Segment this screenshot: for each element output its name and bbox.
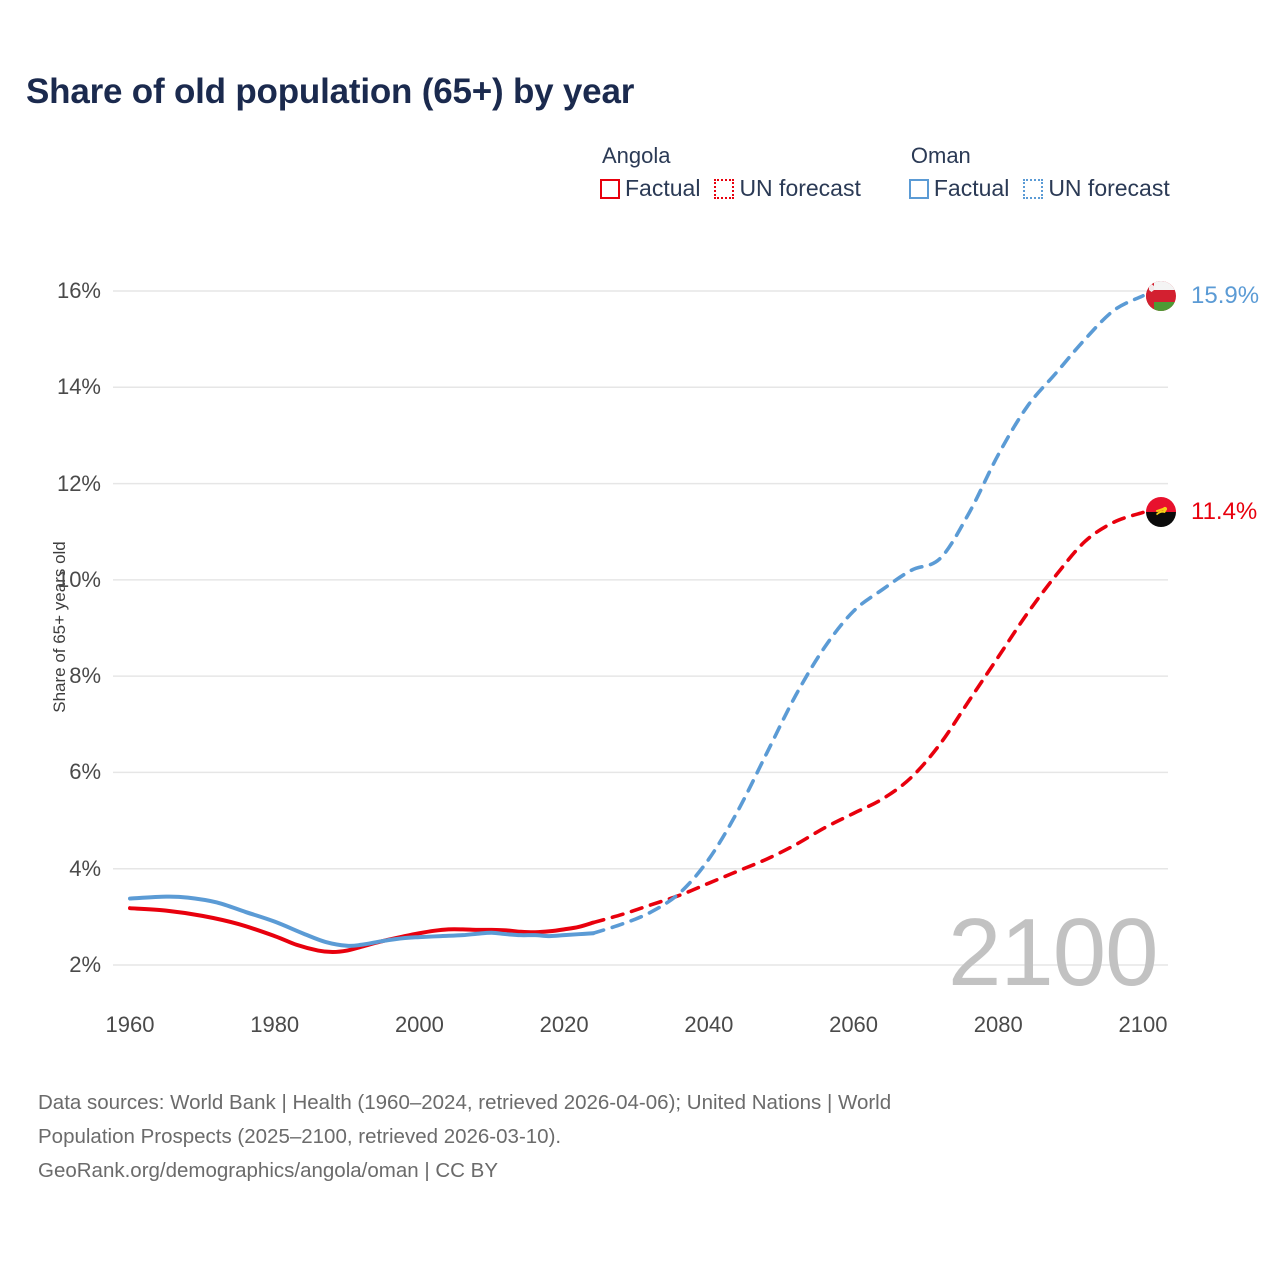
end-label-angola: 11.4% [1191,498,1258,526]
footer-sources: Data sources: World Bank | Health (1960–… [38,1086,1168,1188]
legend-label-oman-forecast: UN forecast [1048,175,1170,201]
legend-swatch-dotted-red-icon [714,178,735,199]
x-tick-label: 2100 [1118,1012,1168,1037]
series-line-angola-forecast [591,510,1145,925]
footer-line-1: Data sources: World Bank | Health (1960–… [38,1091,892,1114]
x-tick-label: 1960 [105,1012,155,1037]
y-tick-label: 4% [69,855,101,881]
legend-item-angola-forecast[interactable]: UN forecast [714,175,861,202]
footer-line-3: GeoRank.org/demographics/angola/oman | C… [38,1159,498,1182]
legend-group-angola: Angola Factual UN forecast [600,143,861,202]
x-tick-label: 2060 [829,1012,879,1037]
y-tick-label: 16% [56,278,101,303]
series-line-oman-factual [128,894,596,948]
legend-group-oman: Oman Factual UN forecast [908,143,1170,202]
y-tick-label: 2% [69,952,101,977]
year-watermark: 2100 [948,899,1159,1006]
series-line-angola-factual [128,906,596,954]
legend-swatch-solid-blue-icon [908,178,929,199]
x-tick-label: 1980 [250,1012,300,1037]
x-tick-label: 2080 [973,1012,1023,1037]
end-label-oman: 15.9% [1191,281,1260,309]
y-tick-label: 8% [69,663,101,689]
y-tick-label: 12% [56,470,101,496]
footer-line-2: Population Prospects (2025–2100, retriev… [38,1125,562,1148]
x-tick-label: 2000 [394,1012,444,1037]
y-tick-label: 14% [56,374,101,400]
legend-label-angola-factual: Factual [625,175,701,201]
legend-item-angola-factual[interactable]: Factual [600,175,700,202]
legend-swatch-solid-red-icon [600,178,620,199]
legend-item-oman-factual[interactable]: Factual [908,175,1010,202]
legend-country-angola: Angola [602,143,671,168]
legend-swatch-dotted-blue-icon [1023,178,1044,199]
angola-flag-icon [1146,497,1176,528]
gridlines [113,290,1168,966]
x-tick-label: 2020 [539,1012,589,1037]
series-line-oman-forecast [591,294,1145,936]
series-lines [128,294,1145,954]
page-title: Share of old population (65+) by year [26,72,635,111]
x-tick-label: 2040 [684,1012,734,1037]
y-tick-label: 10% [56,566,101,592]
legend-label-angola-forecast: UN forecast [739,175,861,201]
oman-flag-icon [1146,280,1176,311]
chart-legend: Angola Factual UN forecast Oman Factual [600,143,1170,202]
legend-country-oman: Oman [910,143,971,168]
legend-label-oman-factual: Factual [933,175,1010,201]
legend-item-oman-forecast[interactable]: UN forecast [1023,175,1170,202]
y-tick-label: 6% [69,759,101,785]
